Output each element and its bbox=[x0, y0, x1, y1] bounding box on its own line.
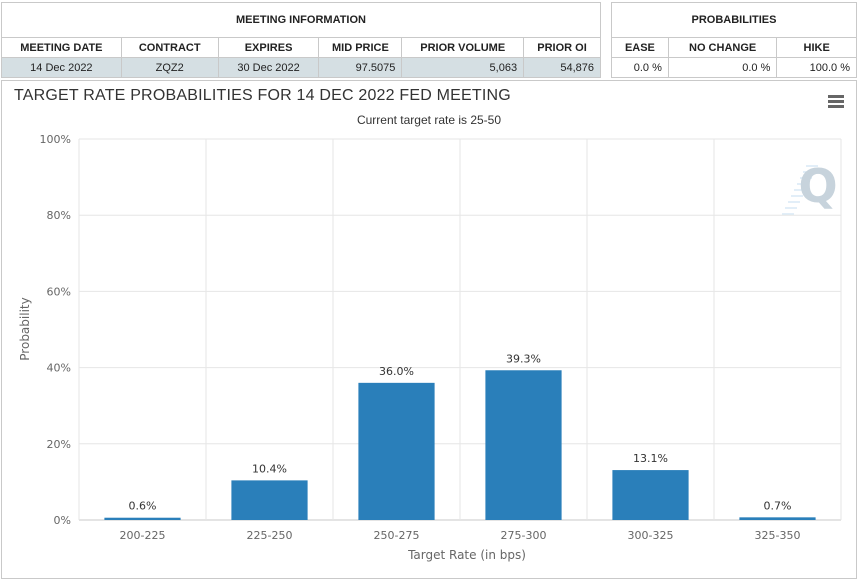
logo-letter: Q bbox=[798, 159, 837, 213]
chart-bars bbox=[104, 370, 816, 520]
header-no-change: NO CHANGE bbox=[667, 37, 778, 58]
x-tick-label: 300-325 bbox=[628, 529, 674, 542]
bar-325-350 bbox=[739, 517, 816, 520]
x-tick-label: 275-300 bbox=[501, 529, 547, 542]
meeting-info-title: MEETING INFORMATION bbox=[236, 14, 366, 26]
cell-mid-price: 97.5075 bbox=[318, 57, 403, 78]
header-mid-price: MID PRICE bbox=[318, 37, 403, 58]
chart-data-labels: 0.6% 10.4% 36.0% 39.3% 13.1% 0.7% bbox=[129, 352, 792, 512]
header-prior-oi: PRIOR OI bbox=[523, 37, 601, 58]
x-axis-ticks: 200-225 225-250 250-275 275-300 300-325 325-3… bbox=[120, 529, 801, 542]
cell-prior-volume: 5,063 bbox=[401, 57, 525, 78]
bar-225-250 bbox=[231, 480, 308, 520]
table-row: 0.0 % 0.0 % 100.0 % bbox=[611, 57, 857, 78]
bar-250-275 bbox=[358, 382, 435, 520]
header-prior-volume: PRIOR VOLUME bbox=[401, 37, 525, 58]
cell-prior-oi: 54,876 bbox=[523, 57, 601, 78]
meeting-info-header-row: MEETING DATE CONTRACT EXPIRES MID PRICE … bbox=[1, 37, 601, 58]
header-contract: CONTRACT bbox=[120, 37, 219, 58]
y-tick-label: 40% bbox=[47, 362, 71, 375]
cell-ease: 0.0 % bbox=[611, 57, 669, 78]
y-tick-label: 20% bbox=[47, 438, 71, 451]
chart-title: TARGET RATE PROBABILITIES FOR 14 DEC 202… bbox=[14, 87, 511, 104]
x-tick-label: 225-250 bbox=[247, 529, 293, 542]
meeting-info-panel: MEETING INFORMATION MEETING DATE CONTRAC… bbox=[1, 2, 601, 78]
y-tick-label: 0% bbox=[54, 514, 71, 527]
header-ease: EASE bbox=[611, 37, 669, 58]
q-logo-icon: Q bbox=[782, 159, 838, 215]
x-axis-title: Target Rate (in bps) bbox=[407, 548, 526, 562]
probabilities-panel: PROBABILITIES EASE NO CHANGE HIKE 0.0 % … bbox=[611, 2, 857, 78]
bar-275-300 bbox=[485, 370, 562, 520]
y-axis-ticks: 0% 20% 40% 60% 80% 100% bbox=[40, 133, 71, 527]
y-tick-label: 80% bbox=[47, 209, 71, 222]
header-expires: EXPIRES bbox=[217, 37, 320, 58]
data-label: 0.6% bbox=[129, 500, 157, 513]
cell-hike: 100.0 % bbox=[776, 57, 857, 78]
bar-300-325 bbox=[612, 470, 689, 520]
data-label: 39.3% bbox=[506, 352, 541, 365]
cell-contract: ZQZ2 bbox=[120, 57, 219, 78]
x-tick-label: 250-275 bbox=[374, 529, 420, 542]
x-tick-label: 325-350 bbox=[755, 529, 801, 542]
meeting-info-table: MEETING DATE CONTRACT EXPIRES MID PRICE … bbox=[1, 37, 601, 78]
y-tick-label: 60% bbox=[47, 285, 71, 298]
probabilities-header-row: EASE NO CHANGE HIKE bbox=[611, 37, 857, 58]
chart-subtitle: Current target rate is 25-50 bbox=[356, 113, 502, 127]
data-label: 10.4% bbox=[252, 462, 287, 475]
data-label: 36.0% bbox=[379, 365, 414, 378]
probabilities-table: EASE NO CHANGE HIKE 0.0 % 0.0 % 100.0 % bbox=[611, 37, 857, 78]
data-label: 0.7% bbox=[764, 499, 792, 512]
table-row: 14 Dec 2022 ZQZ2 30 Dec 2022 97.5075 5,0… bbox=[1, 57, 601, 78]
cell-expires: 30 Dec 2022 bbox=[217, 57, 320, 78]
x-tick-label: 200-225 bbox=[120, 529, 166, 542]
header-hike: HIKE bbox=[776, 37, 857, 58]
hamburger-menu-icon[interactable] bbox=[828, 95, 844, 108]
data-label: 13.1% bbox=[633, 452, 668, 465]
cell-no-change: 0.0 % bbox=[667, 57, 778, 78]
y-tick-label: 100% bbox=[40, 133, 71, 146]
chart-grid bbox=[78, 138, 842, 521]
cell-meeting-date: 14 Dec 2022 bbox=[1, 57, 122, 78]
bar-chart: Q 0.6% 10.4% 36.0% 39.3% 13.1% 0.7% 0% 20% 40% 6… bbox=[18, 133, 842, 562]
bar-200-225 bbox=[104, 517, 181, 520]
chart-panel: TARGET RATE PROBABILITIES FOR 14 DEC 202… bbox=[1, 80, 857, 579]
header-meeting-date: MEETING DATE bbox=[1, 37, 122, 58]
probabilities-title: PROBABILITIES bbox=[691, 14, 777, 26]
y-axis-title: Probability bbox=[18, 297, 32, 360]
